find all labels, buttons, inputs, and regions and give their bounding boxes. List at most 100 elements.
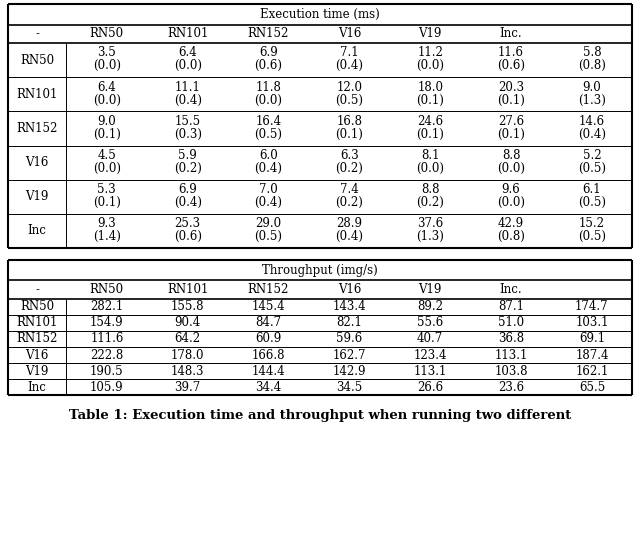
Text: 24.6: 24.6 (417, 115, 444, 128)
Text: 7.1: 7.1 (340, 46, 358, 59)
Text: (0.0): (0.0) (255, 94, 282, 107)
Text: 166.8: 166.8 (252, 349, 285, 362)
Text: (1.4): (1.4) (93, 230, 121, 243)
Text: 142.9: 142.9 (333, 365, 366, 378)
Text: 11.8: 11.8 (255, 81, 282, 94)
Text: (0.5): (0.5) (255, 128, 282, 141)
Text: 28.9: 28.9 (337, 217, 362, 230)
Text: 5.2: 5.2 (582, 149, 601, 162)
Text: (0.5): (0.5) (578, 196, 606, 209)
Text: 37.6: 37.6 (417, 217, 444, 230)
Text: 9.6: 9.6 (502, 183, 520, 196)
Text: 113.1: 113.1 (413, 365, 447, 378)
Text: 59.6: 59.6 (336, 332, 362, 345)
Text: 89.2: 89.2 (417, 300, 444, 313)
Text: V19: V19 (419, 27, 442, 40)
Text: 6.4: 6.4 (97, 81, 116, 94)
Text: RN101: RN101 (17, 316, 58, 329)
Text: 65.5: 65.5 (579, 381, 605, 394)
Text: 9.0: 9.0 (582, 81, 601, 94)
Text: 69.1: 69.1 (579, 332, 605, 345)
Text: 6.9: 6.9 (179, 183, 197, 196)
Text: (0.0): (0.0) (416, 59, 444, 73)
Text: 6.4: 6.4 (179, 46, 197, 59)
Text: (0.0): (0.0) (497, 196, 525, 209)
Text: 103.1: 103.1 (575, 316, 609, 329)
Text: (0.4): (0.4) (173, 94, 202, 107)
Text: 9.0: 9.0 (97, 115, 116, 128)
Text: 27.6: 27.6 (498, 115, 524, 128)
Text: 23.6: 23.6 (498, 381, 524, 394)
Text: 123.4: 123.4 (413, 349, 447, 362)
Text: 16.4: 16.4 (255, 115, 282, 128)
Text: 25.3: 25.3 (175, 217, 201, 230)
Text: RN50: RN50 (90, 27, 124, 40)
Text: Inc.: Inc. (500, 27, 522, 40)
Text: (0.0): (0.0) (497, 162, 525, 175)
Text: 113.1: 113.1 (494, 349, 528, 362)
Text: V16: V16 (338, 283, 361, 296)
Text: (0.2): (0.2) (173, 162, 202, 175)
Text: 84.7: 84.7 (255, 316, 282, 329)
Text: RN50: RN50 (20, 54, 54, 67)
Text: 82.1: 82.1 (337, 316, 362, 329)
Text: (0.6): (0.6) (173, 230, 202, 243)
Text: 145.4: 145.4 (252, 300, 285, 313)
Text: 162.1: 162.1 (575, 365, 609, 378)
Text: RN101: RN101 (17, 88, 58, 101)
Text: 6.9: 6.9 (259, 46, 278, 59)
Text: (0.2): (0.2) (335, 196, 364, 209)
Text: 9.3: 9.3 (97, 217, 116, 230)
Text: (1.3): (1.3) (416, 230, 444, 243)
Text: 16.8: 16.8 (337, 115, 362, 128)
Text: 6.3: 6.3 (340, 149, 359, 162)
Text: (0.1): (0.1) (416, 94, 444, 107)
Text: 8.8: 8.8 (502, 149, 520, 162)
Text: 60.9: 60.9 (255, 332, 282, 345)
Text: 29.0: 29.0 (255, 217, 282, 230)
Text: (0.0): (0.0) (173, 59, 202, 73)
Text: V19: V19 (419, 283, 442, 296)
Text: (0.5): (0.5) (578, 162, 606, 175)
Text: Inc.: Inc. (500, 283, 522, 296)
Text: 187.4: 187.4 (575, 349, 609, 362)
Text: (0.6): (0.6) (497, 59, 525, 73)
Text: (0.5): (0.5) (578, 230, 606, 243)
Text: (1.3): (1.3) (578, 94, 606, 107)
Text: 15.5: 15.5 (175, 115, 201, 128)
Text: 64.2: 64.2 (175, 332, 201, 345)
Text: V16: V16 (338, 27, 361, 40)
Text: (0.8): (0.8) (497, 230, 525, 243)
Text: 20.3: 20.3 (498, 81, 524, 94)
Text: 39.7: 39.7 (175, 381, 201, 394)
Text: V19: V19 (26, 190, 49, 203)
Text: (0.2): (0.2) (335, 162, 364, 175)
Text: 6.0: 6.0 (259, 149, 278, 162)
Text: 7.4: 7.4 (340, 183, 359, 196)
Text: RN152: RN152 (248, 27, 289, 40)
Text: -: - (35, 27, 39, 40)
Text: 5.9: 5.9 (179, 149, 197, 162)
Text: V19: V19 (26, 365, 49, 378)
Text: 3.5: 3.5 (97, 46, 116, 59)
Text: 90.4: 90.4 (175, 316, 201, 329)
Text: (0.1): (0.1) (93, 196, 121, 209)
Text: (0.4): (0.4) (335, 230, 364, 243)
Text: (0.1): (0.1) (416, 128, 444, 141)
Text: RN152: RN152 (17, 122, 58, 135)
Text: -: - (35, 283, 39, 296)
Text: (0.1): (0.1) (93, 128, 121, 141)
Text: (0.2): (0.2) (416, 196, 444, 209)
Text: 222.8: 222.8 (90, 349, 124, 362)
Text: (0.1): (0.1) (497, 128, 525, 141)
Text: 154.9: 154.9 (90, 316, 124, 329)
Text: (0.0): (0.0) (416, 162, 444, 175)
Text: RN152: RN152 (17, 332, 58, 345)
Text: RN50: RN50 (20, 300, 54, 313)
Text: 190.5: 190.5 (90, 365, 124, 378)
Text: V16: V16 (26, 349, 49, 362)
Text: 12.0: 12.0 (337, 81, 362, 94)
Text: Throughput (img/s): Throughput (img/s) (262, 264, 378, 277)
Text: 8.8: 8.8 (421, 183, 440, 196)
Text: (0.1): (0.1) (335, 128, 364, 141)
